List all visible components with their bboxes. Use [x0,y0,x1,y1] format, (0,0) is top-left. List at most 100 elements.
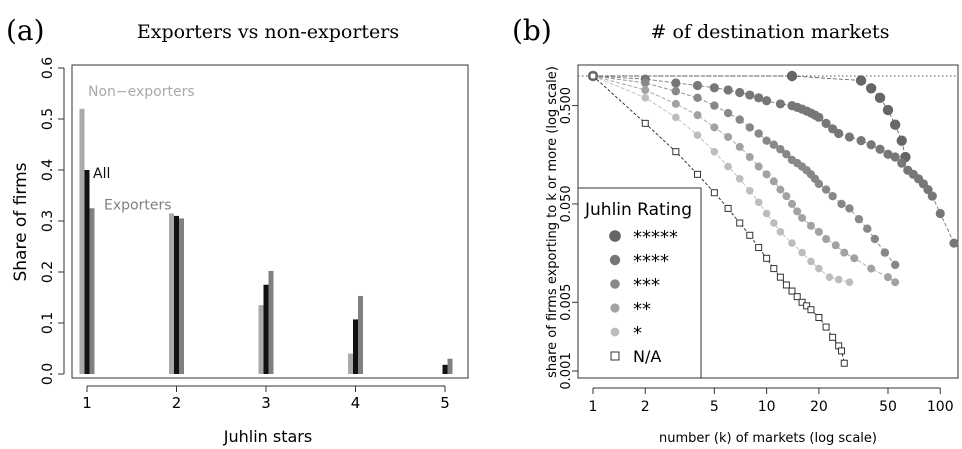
point-2-9 [762,136,771,145]
point-1-6 [735,87,745,98]
point-0-2 [855,75,867,86]
point-4-7 [745,187,754,195]
point-4-10 [770,219,778,227]
panel-b-x-label: number (k) of markets (log scale) [659,431,877,446]
y-tick-label: 0.1 [40,312,56,334]
series-label-2: Exporters [104,197,172,213]
y-tick-label: 0.4 [40,159,56,181]
x-tick-label: 1 [82,394,92,412]
point-5-15 [798,298,806,306]
point-3-15 [798,213,807,222]
point-2-26 [870,234,880,244]
point-1-2 [671,78,681,88]
point-2-27 [880,248,890,257]
point-0-4 [874,92,886,104]
bar-2-0 [89,208,95,374]
panel-b-y-axis: 0.001 0.005 0.050 0.500 [559,87,579,390]
point-5-2 [672,148,680,156]
bar-1-1 [174,215,179,374]
panel-a-y-axis: 0.0 0.1 0.2 0.3 0.4 0.5 0.6 [40,57,65,385]
point-4-13 [798,248,806,257]
point-3-9 [762,170,771,179]
point-1-27 [897,158,907,168]
point-1-9 [762,96,772,106]
x-tick-label: 4 [351,394,361,412]
point-3-14 [793,207,802,216]
point-1-26 [890,152,900,162]
x-tick-label: 5 [440,394,450,412]
point-5-11 [776,273,784,281]
legend-marker-3 [610,303,620,313]
point-5-5 [724,204,732,212]
point-5-3 [694,170,702,178]
panel-a-x-label: Juhlin stars [223,427,312,446]
point-5-1 [641,119,649,127]
point-4-12 [788,239,796,247]
point-1-5 [723,85,733,95]
point-3-2 [671,99,680,108]
legend-label-2: *** [633,275,660,296]
x-tick-label: 1 [589,399,598,415]
bar-0-2 [258,305,264,374]
point-1-20 [834,128,844,139]
point-2-20 [821,185,831,194]
point-5-6 [736,219,744,227]
point-0-3 [865,83,877,94]
point-3-22 [867,264,876,273]
bar-1-0 [84,170,90,374]
point-4-11 [776,228,785,236]
y-tick-label: 0.0 [40,363,56,385]
point-0-6 [889,119,901,130]
point-4-5 [724,162,732,171]
panel-b: (b) # of destination markets 0.0010.0050… [512,14,959,446]
legend-marker-0 [609,230,621,242]
point-2-6 [735,115,744,124]
panel-a-plot-frame [71,64,469,379]
point-2-21 [828,191,837,201]
series-label-0: Non−exporters [88,84,195,100]
point-5-17 [807,306,815,314]
point-1-17 [814,112,824,122]
y-tick-label: 0.500 [559,87,574,124]
point-3-11 [776,185,785,194]
point-4-6 [735,175,744,183]
point-1-34 [935,208,945,219]
point-1-32 [923,184,933,195]
panel-a-title: Exporters vs non-exporters [137,21,399,43]
point-2-12 [782,150,791,159]
point-3-1 [641,86,650,95]
bar-2-3 [358,295,363,374]
point-1-18 [821,118,831,128]
point-4-18 [845,278,854,286]
point-1-10 [775,99,785,109]
point-4-4 [710,147,719,156]
series-line-2 [592,75,896,266]
point-3-8 [754,162,763,171]
bar-0-1 [169,213,174,374]
point-3-6 [735,142,744,151]
bar-0-3 [348,353,353,374]
point-2-3 [693,93,702,103]
point-3-18 [822,234,831,243]
panel-b-letter: (b) [512,14,552,47]
point-3-12 [782,192,791,201]
x-tick-label: 100 [927,399,954,415]
point-2-25 [863,224,872,233]
point-1-4 [709,83,719,93]
bar-1-4 [442,364,448,374]
point-5-0 [589,72,597,80]
point-3-24 [891,278,900,287]
legend-box [577,187,702,379]
y-tick-label: 0.001 [559,352,574,389]
point-3-7 [745,153,754,162]
point-2-10 [769,140,779,149]
x-tick-label: 20 [810,399,828,415]
y-tick-label: 0.005 [559,284,574,321]
point-4-2 [672,113,680,122]
x-tick-label: 50 [879,399,897,415]
x-tick-label: 10 [758,399,776,415]
panel-a: (a) Exporters vs non-exporters 0.0 0.1 0.2… [6,14,469,446]
point-5-7 [746,231,754,239]
point-1-23 [866,140,876,150]
